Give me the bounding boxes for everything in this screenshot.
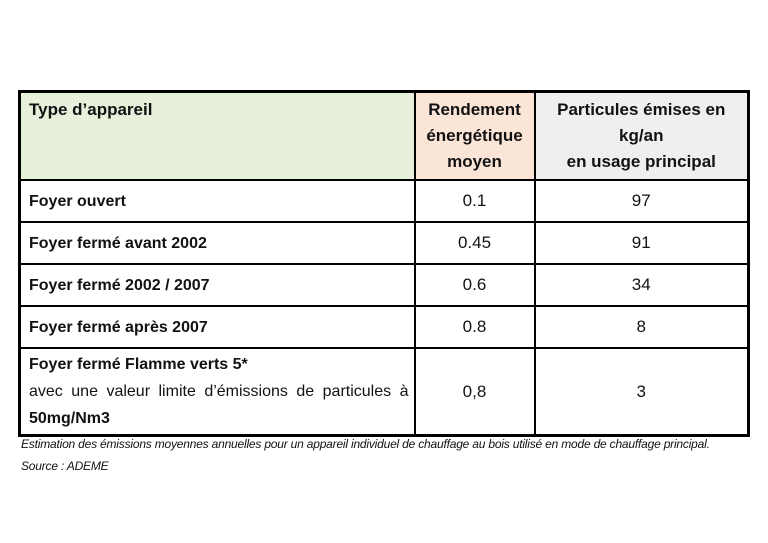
cell-particules: 3	[533, 347, 750, 437]
cell-particules: 34	[533, 263, 750, 307]
cell-appareil: Foyer fermé Flamme verts 5* avec une val…	[18, 347, 416, 437]
header-particules: Particules émises en kg/an en usage prin…	[533, 90, 750, 181]
header-rendement: Rendement énergétique moyen	[413, 90, 536, 181]
cell-appareil: Foyer fermé 2002 / 2007	[18, 263, 416, 307]
appareil-name: Foyer fermé Flamme verts 5*	[29, 356, 248, 373]
cell-rendement: 0.8	[413, 305, 536, 349]
cell-particules: 97	[533, 179, 750, 223]
cell-rendement: 0.1	[413, 179, 536, 223]
table-row: Foyer ouvert 0.1 97	[18, 179, 750, 223]
header-particules-line2: en usage principal	[566, 152, 716, 171]
source-note: Source : ADEME	[21, 459, 109, 473]
cell-appareil: Foyer fermé après 2007	[18, 305, 416, 349]
header-row: Type d’appareil Rendement énergétique mo…	[18, 90, 750, 181]
cell-appareil: Foyer fermé avant 2002	[18, 221, 416, 265]
cell-rendement: 0,8	[413, 347, 536, 437]
table-row: Foyer fermé après 2007 0.8 8	[18, 305, 750, 349]
cell-appareil: Foyer ouvert	[18, 179, 416, 223]
table-footnotes: Estimation des émissions moyennes annuel…	[21, 437, 731, 481]
header-type-appareil: Type d’appareil	[18, 90, 416, 181]
emissions-table: Type d’appareil Rendement énergétique mo…	[18, 90, 750, 437]
appareil-detail: avec une valeur limite d’émissions de pa…	[29, 383, 409, 400]
cell-rendement: 0.45	[413, 221, 536, 265]
header-particules-line1: Particules émises en kg/an	[557, 100, 726, 145]
table-row: Foyer fermé Flamme verts 5* avec une val…	[18, 347, 750, 437]
cell-rendement: 0.6	[413, 263, 536, 307]
cell-particules: 91	[533, 221, 750, 265]
table-row: Foyer fermé 2002 / 2007 0.6 34	[18, 263, 750, 307]
table-row: Foyer fermé avant 2002 0.45 91	[18, 221, 750, 265]
appareil-limit-value: 50mg/Nm3	[29, 410, 110, 427]
estimation-note: Estimation des émissions moyennes annuel…	[21, 437, 710, 451]
cell-particules: 8	[533, 305, 750, 349]
